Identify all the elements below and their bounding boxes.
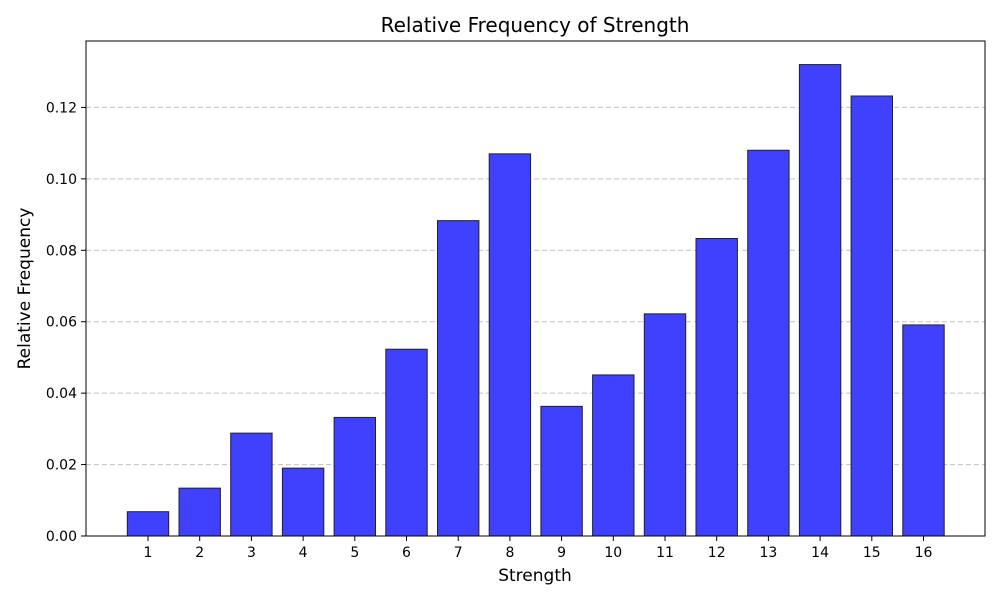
bar-6	[385, 348, 428, 537]
y-axis-label: Relative Frequency	[15, 208, 35, 370]
x-tick-label: 13	[759, 545, 777, 561]
x-tick-label: 12	[708, 545, 726, 561]
y-tick-label: 0.10	[46, 172, 77, 188]
x-tick-label: 2	[195, 545, 204, 561]
x-tick-label: 16	[915, 545, 933, 561]
bar-15	[850, 95, 893, 537]
x-tick-label: 6	[402, 545, 411, 561]
y-tick-label: 0.00	[46, 529, 77, 545]
bar-8	[488, 153, 532, 537]
x-tick-label: 7	[454, 545, 463, 561]
x-axis-ticks: 1 2 3 4 5 6 7 8 9 10 11 12 13 14 15 16	[144, 536, 933, 561]
y-tick-label: 0.04	[46, 386, 77, 402]
bar-7	[437, 220, 480, 537]
x-tick-label: 4	[299, 545, 308, 561]
y-tick-label: 0.12	[46, 100, 77, 116]
bar-10	[592, 374, 635, 537]
x-tick-label: 3	[247, 545, 256, 561]
x-tick-label: 11	[656, 545, 674, 561]
y-tick-label: 0.06	[46, 315, 77, 331]
x-tick-label: 9	[557, 545, 566, 561]
x-tick-label: 10	[604, 545, 622, 561]
x-tick-label: 14	[811, 545, 829, 561]
plot-frame	[85, 40, 986, 537]
bar-1	[126, 511, 170, 537]
x-tick-label: 1	[144, 545, 153, 561]
y-tick-label: 0.08	[46, 243, 77, 259]
bars	[126, 64, 945, 537]
bar-4	[281, 467, 325, 537]
y-axis-ticks: 0.00 0.02 0.04 0.06 0.08 0.10 0.12	[46, 100, 86, 545]
gridlines	[86, 106, 985, 466]
x-tick-label: 15	[863, 545, 881, 561]
bar-13	[747, 149, 790, 537]
y-tick-label: 0.02	[46, 458, 77, 474]
bar-9	[540, 405, 583, 537]
bar-11	[643, 313, 687, 537]
bar-14	[798, 64, 842, 537]
x-tick-label: 8	[505, 545, 514, 561]
bar-2	[178, 487, 221, 537]
bar-3	[230, 432, 273, 537]
x-axis-label: Strength	[498, 566, 572, 586]
bar-16	[902, 324, 945, 537]
bar-5	[333, 416, 377, 537]
chart-title: Relative Frequency of Strength	[381, 13, 690, 37]
bar-12	[695, 238, 738, 537]
x-tick-label: 5	[350, 545, 359, 561]
